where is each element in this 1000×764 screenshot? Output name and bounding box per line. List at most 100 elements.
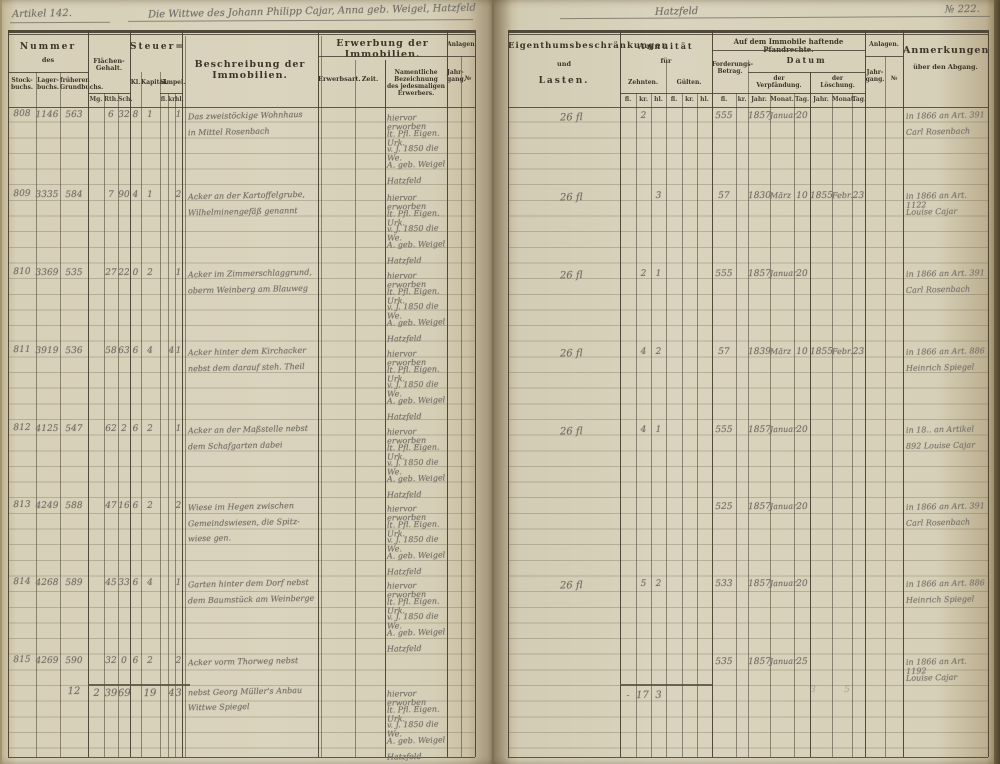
column-rule bbox=[697, 93, 698, 757]
cell-verpfaendung-jahr: 1857 bbox=[747, 424, 771, 436]
col-erwerbsart: Erwerbsart. bbox=[318, 75, 361, 83]
unit-guelten-fl: fl. bbox=[670, 96, 678, 103]
cell-erwerber: Hatzfeld bbox=[386, 643, 422, 654]
cell-lagerbuch-nr: 3335 bbox=[35, 189, 59, 201]
cell-erwerber: A. geb. Weigel bbox=[386, 159, 446, 170]
cell-stockbuch-nr: 815 bbox=[13, 654, 31, 666]
pencil-mark: 3 bbox=[810, 684, 816, 696]
col-anmerkungen-line1: Anmerkungen bbox=[903, 45, 990, 56]
col-pfandrechte-group: Auf dem Immobile haftende Pfandrechte. bbox=[733, 37, 844, 53]
unit-guelten-kr: kr. bbox=[685, 96, 694, 103]
unit-simpel-kr: kr. bbox=[168, 96, 177, 103]
unit-loesch-jahr: Jahr. bbox=[813, 96, 829, 103]
column-rule bbox=[712, 30, 714, 757]
unit-betrag-fl: fl. bbox=[720, 96, 728, 103]
column-rule bbox=[36, 72, 37, 757]
column-rule bbox=[903, 30, 905, 757]
col-annuitaet-fuer: für bbox=[620, 57, 712, 65]
col-lasten-line1: Eigenthumsbeschränkungen bbox=[508, 41, 669, 51]
cell-lasten: 26 fl bbox=[559, 112, 583, 124]
cell-verpfaendung-jahr: 1857 bbox=[747, 578, 771, 590]
cell-lasten: 26 fl bbox=[559, 270, 583, 282]
column-rule bbox=[185, 36, 186, 757]
folio-number: № 222. bbox=[944, 3, 981, 16]
cell-forderungsbetrag: 555 bbox=[715, 110, 733, 122]
cell-annuitaet-zehnten: 2 bbox=[640, 110, 647, 122]
cell-mass: 1 bbox=[175, 267, 182, 279]
col-forderungsbetrag: Forderungs- Betrag. bbox=[712, 61, 754, 75]
ledger-left-page bbox=[2, 0, 492, 764]
cell-stockbuch-nr: 808 bbox=[13, 108, 31, 120]
col-nr-right: № bbox=[890, 75, 898, 82]
cell-erwerber: A. geb. Weigel bbox=[386, 550, 446, 561]
cell-mass: 1 bbox=[175, 423, 182, 435]
col-steuer-kapital: Kapital. bbox=[141, 79, 168, 86]
unit-betrag-kr: kr. bbox=[737, 96, 747, 103]
col-nr-left: № bbox=[464, 75, 472, 82]
cell-anmerkung: in 1866 an Art. 391 bbox=[905, 268, 985, 279]
cell-anmerkung: in 1866 an Art. 391 bbox=[905, 110, 985, 121]
column-rule bbox=[666, 60, 667, 757]
col-lagerbuchs: Lager- buchs. bbox=[36, 77, 60, 91]
cell-anmerkung: in 1866 an Art. 391 bbox=[905, 501, 985, 512]
cell-mass: 2 bbox=[121, 423, 127, 435]
cell-verpfaendung-jahr: 1857 bbox=[747, 656, 771, 668]
column-rule bbox=[885, 56, 886, 757]
row-rule bbox=[508, 30, 988, 33]
unit-guelten-hl: hl. bbox=[700, 96, 709, 103]
cell-verpfaendung-monat: Januar bbox=[769, 578, 797, 589]
row-rule bbox=[88, 93, 130, 94]
total-mass: 3 bbox=[175, 687, 182, 700]
col-nummer-des: des bbox=[41, 56, 55, 64]
column-rule bbox=[88, 30, 90, 757]
cell-loeschung-monat: Febr. bbox=[831, 346, 853, 357]
cell-mass: 6 bbox=[132, 423, 139, 435]
cell-anmerkung: Carl Rosenbach bbox=[905, 126, 971, 137]
cell-anmerkung: Louise Cajar bbox=[905, 672, 958, 683]
cell-forderungsbetrag: 555 bbox=[715, 268, 733, 280]
cell-mass: 2 bbox=[147, 267, 153, 279]
col-anmerkungen-line2: über den Abgang. bbox=[913, 63, 978, 71]
cell-mass: 2 bbox=[175, 189, 182, 201]
cell-annuitaet-zehnten: 4 bbox=[640, 424, 647, 436]
column-rule bbox=[130, 30, 132, 757]
cell-verpfaendung-tag: 25 bbox=[796, 656, 808, 668]
unit-ruthen: Rth. bbox=[104, 96, 119, 103]
column-rule bbox=[8, 30, 10, 757]
cell-verpfaendung-tag: 20 bbox=[796, 578, 808, 590]
cell-forderungsbetrag: 533 bbox=[715, 578, 733, 590]
cell-mass: 4 bbox=[132, 189, 139, 201]
cell-frueheres-grundbuch: 547 bbox=[65, 423, 83, 435]
cell-lasten: 26 fl bbox=[559, 348, 583, 360]
cell-mass: 6 bbox=[132, 655, 139, 667]
column-rule bbox=[682, 93, 683, 757]
cell-annuitaet-guelten: 1 bbox=[655, 424, 662, 436]
row-rule bbox=[508, 107, 988, 108]
cell-mass: 2 bbox=[175, 500, 182, 512]
cell-anmerkung: 892 Louise Cajar bbox=[905, 440, 976, 451]
row-rule bbox=[8, 34, 475, 35]
cell-mass: 1 bbox=[147, 189, 153, 201]
cell-verpfaendung-monat: Januar bbox=[769, 501, 797, 512]
column-rule bbox=[852, 93, 853, 757]
cell-mass: 45 bbox=[105, 577, 117, 589]
unit-loesch-monat: Monat. bbox=[832, 96, 856, 103]
column-rule bbox=[168, 93, 169, 757]
cell-stockbuch-nr: 814 bbox=[13, 576, 31, 588]
column-rule bbox=[748, 60, 749, 757]
unit-zehnten-kr: kr. bbox=[639, 96, 648, 103]
column-rule bbox=[620, 30, 622, 757]
cell-stockbuch-nr: 810 bbox=[13, 266, 31, 278]
cell-stockbuch-nr: 811 bbox=[13, 344, 31, 356]
unit-zehnten-fl: fl. bbox=[624, 96, 632, 103]
col-annuitaet: Annuität bbox=[638, 41, 694, 51]
cell-loeschung-tag: 23 bbox=[852, 190, 865, 202]
cell-verpfaendung-tag: 20 bbox=[796, 110, 808, 122]
row-rule bbox=[8, 30, 475, 33]
col-flaechengehalt: Flächen- Gehalt. bbox=[93, 57, 125, 73]
cell-annuitaet-zehnten: 4 bbox=[640, 346, 647, 358]
pencil-mark: 5 bbox=[844, 684, 850, 696]
cell-erwerber: Hatzfeld bbox=[386, 751, 422, 762]
col-lasten-line2: und bbox=[557, 60, 571, 68]
